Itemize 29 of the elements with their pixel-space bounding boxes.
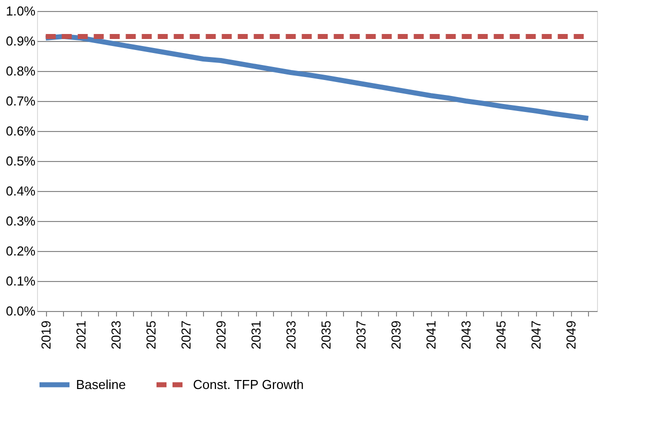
legend-label: Baseline xyxy=(76,376,126,392)
x-tick-label: 2047 xyxy=(528,320,544,350)
y-tick-label: 0.4% xyxy=(6,184,36,198)
x-tick-label: 2025 xyxy=(143,320,158,350)
y-tick-label: 0.9% xyxy=(6,34,36,48)
y-tick-label: 0.6% xyxy=(6,124,36,138)
y-tick-label: 1.0% xyxy=(6,4,36,18)
x-tick-label: 2029 xyxy=(213,320,228,350)
x-tick-label: 2045 xyxy=(493,320,508,350)
x-tick-label: 2019 xyxy=(38,320,54,350)
y-tick-label: 0.2% xyxy=(6,244,36,258)
x-tick-label: 2043 xyxy=(458,320,474,350)
legend-label: Const. TFP Growth xyxy=(193,376,304,392)
x-tick-label: 2035 xyxy=(318,320,334,350)
x-tick-label: 2049 xyxy=(563,320,578,350)
y-tick-label: 0.7% xyxy=(6,94,36,108)
x-tick-label: 2037 xyxy=(353,320,368,350)
y-tick-label: 0.8% xyxy=(6,64,36,78)
x-tick-label: 2027 xyxy=(178,320,194,350)
x-tick-label: 2023 xyxy=(108,320,124,350)
y-tick-label: 0.1% xyxy=(6,274,36,288)
x-tick-label: 2021 xyxy=(73,320,88,350)
y-tick-label: 0.0% xyxy=(6,304,36,318)
y-tick-label: 0.3% xyxy=(6,214,36,228)
y-tick-label: 0.5% xyxy=(6,154,36,168)
x-tick-label: 2041 xyxy=(423,320,438,350)
x-tick-label: 2031 xyxy=(248,320,264,350)
x-tick-label: 2039 xyxy=(388,320,404,350)
x-tick-label: 2033 xyxy=(283,320,298,350)
